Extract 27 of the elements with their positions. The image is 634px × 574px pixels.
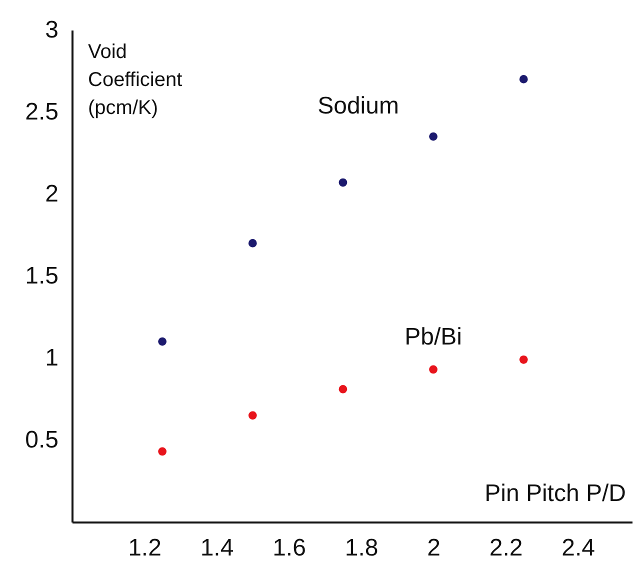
point bbox=[338, 384, 348, 394]
x-tick-label: 2 bbox=[427, 534, 440, 562]
point bbox=[158, 337, 167, 346]
point bbox=[429, 132, 438, 141]
y-tick-label: 3 bbox=[45, 16, 58, 44]
x-tick-label: 1.8 bbox=[344, 534, 378, 562]
point bbox=[519, 355, 528, 364]
x-tick-label: 1.6 bbox=[272, 534, 306, 562]
y-axis-title: Void Coefficient (pcm/K) bbox=[88, 41, 183, 119]
point bbox=[519, 75, 528, 84]
x-tick-label: 2.2 bbox=[489, 534, 523, 562]
point bbox=[158, 447, 167, 456]
y-tick-label: 1 bbox=[45, 344, 58, 372]
series-label: Sodium bbox=[318, 92, 399, 120]
x-axis-title: Pin Pitch P/D bbox=[484, 480, 626, 507]
point bbox=[248, 239, 257, 248]
x-tick-label: 1.4 bbox=[200, 534, 234, 562]
x-tick-label: 1.2 bbox=[128, 534, 162, 562]
y-tick-label: 1.5 bbox=[25, 262, 58, 290]
point bbox=[338, 178, 348, 187]
series-label: Pb/Bi bbox=[404, 323, 462, 350]
point bbox=[429, 365, 438, 374]
y-tick-label: 2.5 bbox=[25, 98, 58, 126]
y-tick-label: 0.5 bbox=[25, 426, 58, 454]
point bbox=[248, 411, 257, 420]
y-tick-label: 2 bbox=[45, 180, 58, 208]
x-tick-label: 2.4 bbox=[562, 534, 595, 562]
